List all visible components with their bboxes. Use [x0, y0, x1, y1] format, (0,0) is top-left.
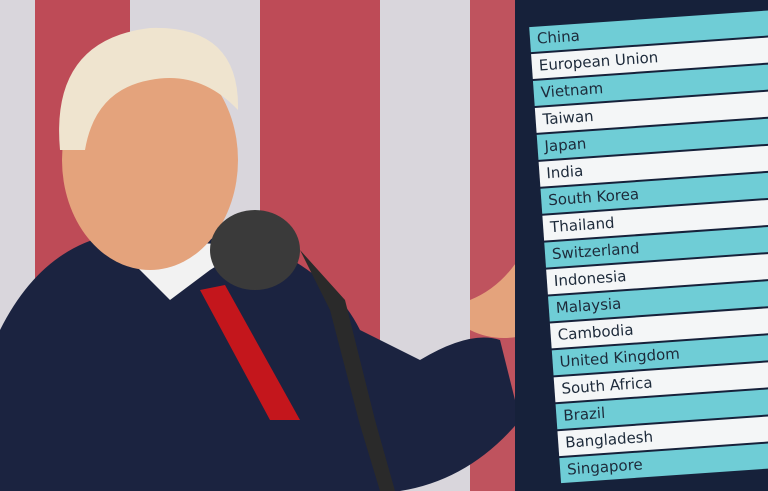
country-name: Taiwan: [541, 107, 594, 129]
country-name: Japan: [543, 135, 587, 156]
country-name: Vietnam: [540, 79, 604, 101]
board-row: [534, 89, 768, 133]
country-name: China: [536, 27, 580, 48]
country-name: Indonesia: [553, 267, 627, 290]
board-row: [536, 116, 768, 160]
country-name: Brazil: [563, 404, 606, 425]
country-name: Singapore: [567, 455, 644, 478]
tie: [200, 285, 300, 420]
board-row: [529, 9, 768, 53]
board-row: [553, 359, 768, 403]
hair: [59, 27, 239, 150]
board-row: [551, 332, 768, 376]
board-row: [546, 251, 768, 295]
board-row: [531, 35, 768, 80]
board-row: [549, 305, 768, 349]
board-row: [540, 170, 768, 214]
mic-stand: [300, 250, 395, 491]
board-row: [532, 62, 768, 106]
microphone: [210, 210, 300, 290]
board-row: [542, 197, 768, 241]
face: [62, 50, 238, 270]
board-row: [559, 439, 768, 484]
board-row: [557, 413, 768, 457]
country-name: Thailand: [549, 214, 616, 237]
country-name: India: [546, 162, 584, 183]
board-row: [555, 386, 768, 430]
board-row: [544, 224, 768, 268]
country-name: Cambodia: [557, 321, 634, 344]
board-row: [538, 143, 768, 187]
board-row: [548, 278, 768, 322]
country-name: Malaysia: [555, 294, 622, 317]
